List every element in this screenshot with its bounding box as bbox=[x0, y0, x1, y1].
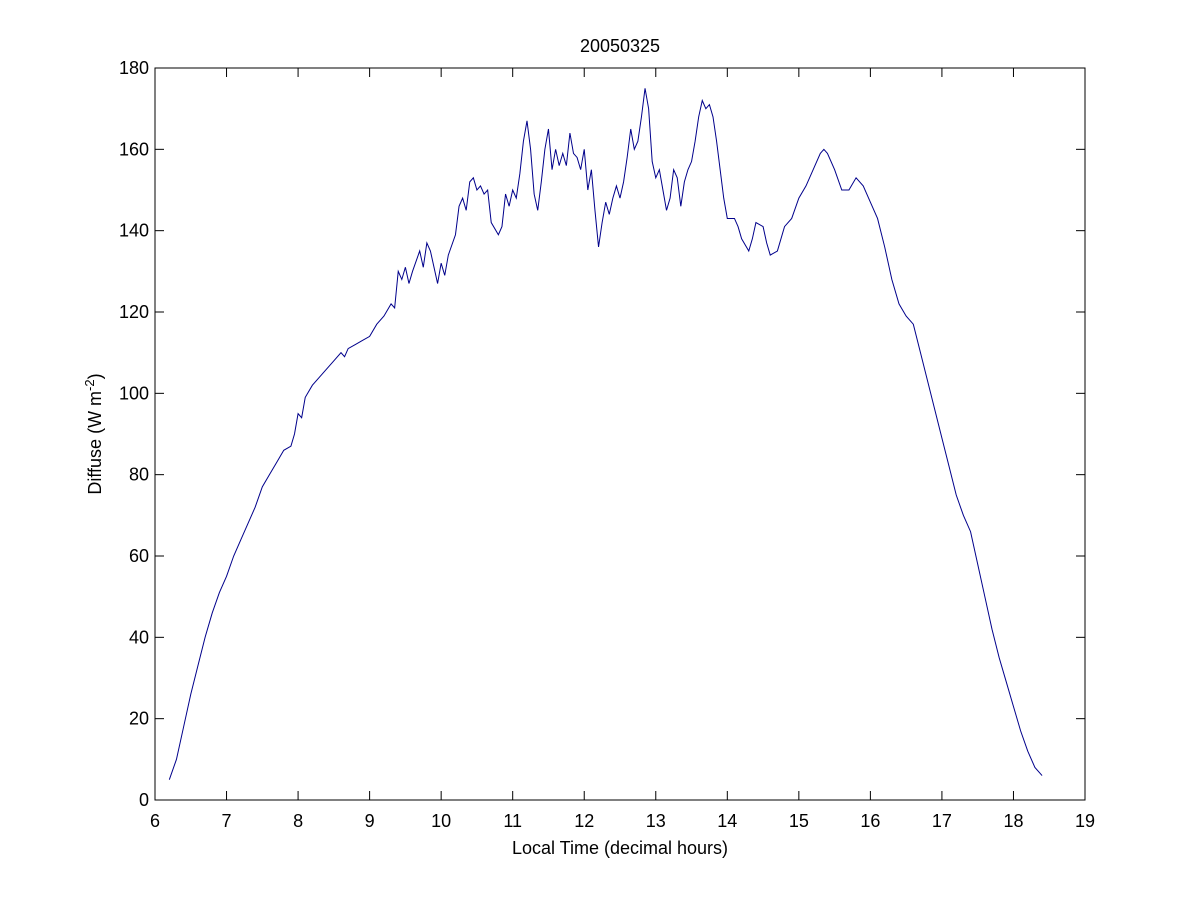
y-tick-label: 140 bbox=[119, 221, 149, 241]
y-tick-label: 100 bbox=[119, 383, 149, 403]
chart-title: 20050325 bbox=[580, 36, 660, 56]
x-axis-label: Local Time (decimal hours) bbox=[512, 838, 728, 858]
y-tick-label: 180 bbox=[119, 58, 149, 78]
x-tick-label: 16 bbox=[860, 811, 880, 831]
y-tick-label: 80 bbox=[129, 465, 149, 485]
y-tick-label: 160 bbox=[119, 139, 149, 159]
x-tick-label: 14 bbox=[717, 811, 737, 831]
y-tick-label: 60 bbox=[129, 546, 149, 566]
y-tick-label: 40 bbox=[129, 627, 149, 647]
x-tick-label: 13 bbox=[646, 811, 666, 831]
x-tick-label: 12 bbox=[574, 811, 594, 831]
data-line bbox=[168, 88, 1043, 780]
y-axis-label-text: Diffuse (W m bbox=[85, 391, 105, 495]
x-tick-label: 7 bbox=[222, 811, 232, 831]
y-tick-label: 120 bbox=[119, 302, 149, 322]
x-tick-label: 17 bbox=[932, 811, 952, 831]
x-tick-label: 10 bbox=[431, 811, 451, 831]
x-tick-label: 8 bbox=[293, 811, 303, 831]
x-tick-label: 9 bbox=[365, 811, 375, 831]
x-tick-label: 18 bbox=[1003, 811, 1023, 831]
plot-area bbox=[154, 67, 1086, 801]
y-tick-label: 20 bbox=[129, 709, 149, 729]
y-axis-label-suffix: ) bbox=[85, 373, 105, 379]
y-tick-label: 0 bbox=[139, 790, 149, 810]
x-tick-label: 15 bbox=[789, 811, 809, 831]
y-axis-label-superscript: -2 bbox=[82, 379, 97, 391]
x-tick-label: 11 bbox=[503, 811, 522, 831]
x-tick-label: 6 bbox=[150, 811, 160, 831]
y-axis-label: Diffuse (W m-2) bbox=[82, 373, 105, 494]
x-tick-label: 19 bbox=[1075, 811, 1095, 831]
